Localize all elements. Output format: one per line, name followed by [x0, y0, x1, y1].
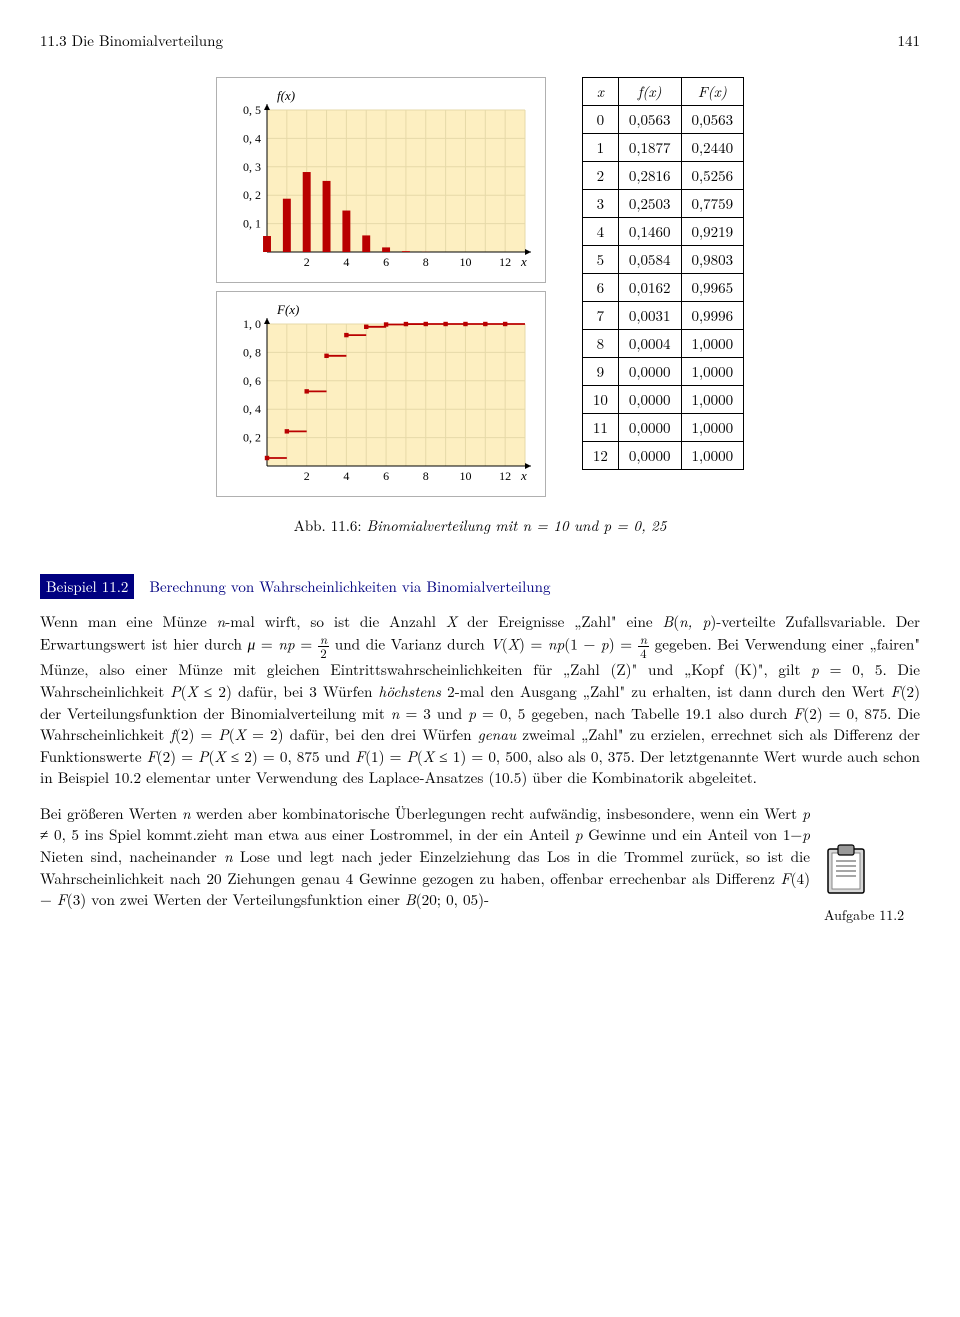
task-label: Aufgabe 11.2: [824, 906, 920, 926]
svg-text:12: 12: [499, 255, 511, 269]
table-row: 60,01620,9965: [582, 274, 743, 302]
table-row: 40,14600,9219: [582, 218, 743, 246]
body-paragraph-1: Wenn man eine Münze n-mal wirft, so ist …: [40, 611, 920, 789]
svg-text:12: 12: [499, 469, 511, 483]
figure-block: 0, 10, 20, 30, 40, 524681012f(x)x 0, 20,…: [40, 77, 920, 497]
svg-text:0, 6: 0, 6: [243, 374, 261, 388]
table-row: 70,00310,9996: [582, 302, 743, 330]
svg-text:2: 2: [304, 255, 310, 269]
svg-text:x: x: [520, 254, 527, 269]
table-header: x: [582, 78, 618, 106]
page-number: 141: [897, 30, 920, 51]
svg-text:f(x): f(x): [277, 88, 295, 103]
svg-text:1, 0: 1, 0: [243, 317, 261, 331]
table-row: 30,25030,7759: [582, 190, 743, 218]
svg-text:0, 4: 0, 4: [243, 402, 261, 416]
svg-text:F(x): F(x): [276, 302, 299, 317]
table-row: 120,00001,0000: [582, 442, 743, 470]
svg-text:8: 8: [423, 255, 429, 269]
body-paragraph-2: Bei größeren Werten n werden aber kombin…: [40, 803, 810, 911]
cdf-chart: 0, 2 0, 4 0, 6 0, 8 1, 0 2 4 6 8 10 12 F(x) x: [216, 291, 546, 497]
example-header: Beispiel 11.2 Berechnung von Wahrscheinl…: [40, 576, 920, 597]
example-label: Beispiel 11.2: [40, 574, 134, 599]
section-title: 11.3 Die Binomialverteilung: [40, 30, 223, 51]
svg-text:6: 6: [383, 469, 389, 483]
svg-text:0, 3: 0, 3: [243, 160, 261, 174]
example-title: Berechnung von Wahrscheinlichkeiten via …: [149, 576, 550, 597]
svg-text:0, 5: 0, 5: [243, 103, 261, 117]
table-row: 00,05630,0563: [582, 106, 743, 134]
svg-text:0, 8: 0, 8: [243, 345, 261, 359]
table-header: F(x): [681, 78, 744, 106]
distribution-table: xf(x)F(x) 00,05630,056310,18770,244020,2…: [582, 77, 744, 470]
table-row: 10,18770,2440: [582, 134, 743, 162]
svg-text:0, 4: 0, 4: [243, 131, 261, 145]
svg-text:0, 2: 0, 2: [243, 188, 261, 202]
svg-text:6: 6: [383, 255, 389, 269]
svg-text:0, 1: 0, 1: [243, 217, 261, 231]
table-header: f(x): [618, 78, 681, 106]
svg-text:10: 10: [459, 255, 471, 269]
figure-caption: Abb. 11.6: Binomialverteilung mit n = 10…: [40, 515, 920, 536]
svg-text:x: x: [520, 468, 527, 483]
svg-text:10: 10: [459, 469, 471, 483]
table-row: 80,00041,0000: [582, 330, 743, 358]
table-row: 90,00001,0000: [582, 358, 743, 386]
svg-text:2: 2: [304, 469, 310, 483]
table-row: 110,00001,0000: [582, 414, 743, 442]
margin-note: Aufgabe 11.2: [810, 803, 920, 926]
table-row: 20,28160,5256: [582, 162, 743, 190]
svg-text:4: 4: [343, 255, 349, 269]
svg-text:8: 8: [423, 469, 429, 483]
svg-text:4: 4: [343, 469, 349, 483]
svg-text:0, 2: 0, 2: [243, 431, 261, 445]
table-row: 100,00001,0000: [582, 386, 743, 414]
table-row: 50,05840,9803: [582, 246, 743, 274]
pmf-chart: 0, 1 0, 2 0, 3 0, 4 0, 5 2 4 6 8 10 12 f(x) x: [216, 77, 546, 283]
clipboard-icon: [824, 843, 868, 895]
